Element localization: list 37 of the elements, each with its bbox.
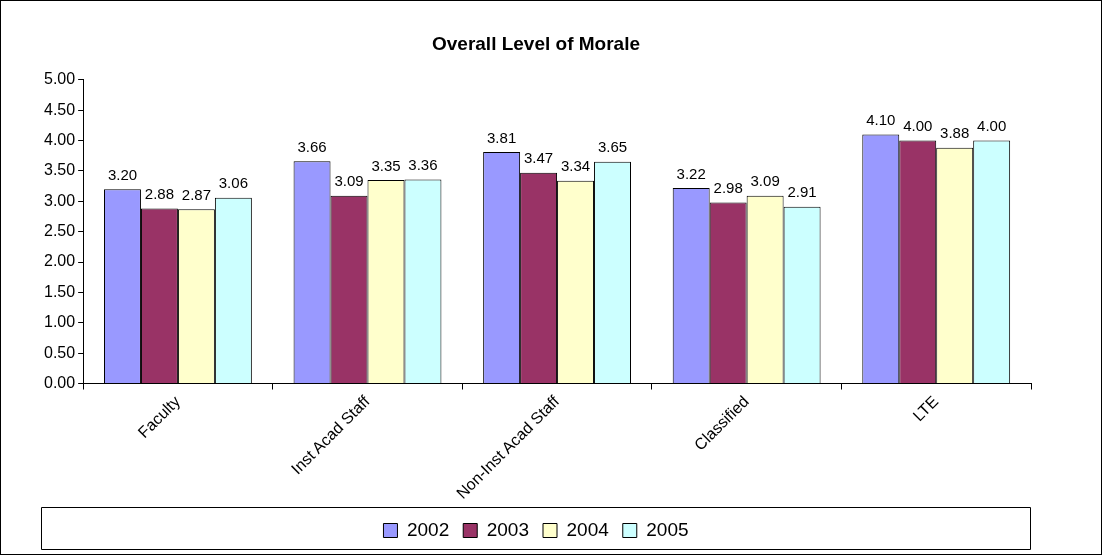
data-label: 3.88 (940, 124, 970, 142)
data-label: 3.81 (487, 128, 517, 146)
y-tick-label: 3.50 (44, 161, 76, 179)
data-label: 3.36 (408, 156, 438, 174)
data-label: 3.22 (676, 164, 706, 182)
data-label: 2.91 (787, 183, 817, 201)
data-label: 4.00 (903, 117, 933, 135)
data-label: 3.06 (218, 174, 248, 192)
legend-label: 2002 (406, 518, 450, 540)
data-label: 2.87 (181, 185, 212, 203)
data-label: 2.98 (713, 179, 743, 197)
y-tick-label: 5.00 (44, 70, 76, 88)
y-tick-label: 4.00 (44, 130, 76, 148)
data-label: 2.88 (144, 185, 175, 203)
y-tick-label: 4.50 (44, 100, 76, 118)
data-label: 4.10 (866, 111, 896, 129)
x-tick-label: LTE (909, 392, 942, 425)
data-label: 3.66 (297, 137, 327, 155)
data-label: 3.35 (371, 156, 401, 174)
y-tick-label: 1.00 (44, 313, 76, 331)
legend-label: 2003 (486, 518, 530, 540)
legend-label: 2004 (566, 518, 610, 540)
y-tick-label: 0.50 (44, 343, 76, 361)
chart-title: Overall Level of Morale (431, 32, 641, 54)
y-tick-label: 2.50 (44, 222, 76, 240)
y-tick-label: 3.00 (44, 191, 76, 209)
data-label: 3.34 (560, 157, 591, 175)
data-label: 4.00 (977, 117, 1007, 135)
data-label: 3.47 (523, 149, 554, 167)
y-tick-label: 2.00 (44, 252, 76, 270)
data-label: 3.20 (107, 165, 138, 183)
data-label: 3.09 (750, 172, 780, 190)
y-tick-label: 0.00 (44, 373, 76, 391)
data-label: 3.65 (597, 138, 628, 156)
data-label: 3.09 (334, 172, 364, 190)
legend-label: 2005 (646, 518, 689, 540)
y-tick-label: 1.50 (44, 282, 76, 300)
